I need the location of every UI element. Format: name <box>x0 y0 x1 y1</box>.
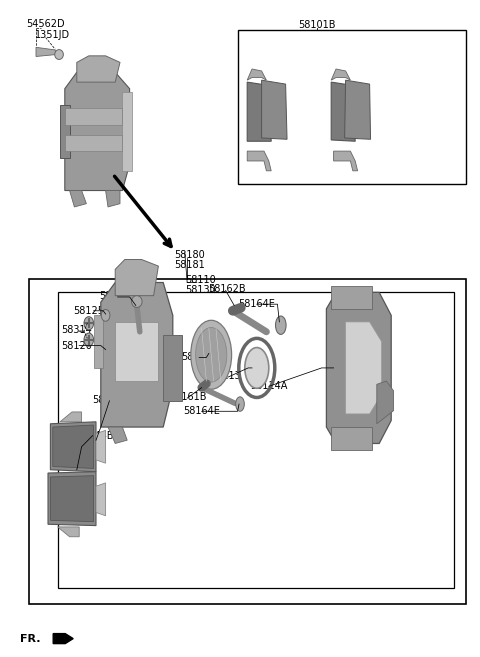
Polygon shape <box>377 381 394 424</box>
Polygon shape <box>106 191 120 207</box>
Polygon shape <box>50 422 96 472</box>
Bar <box>65 108 122 125</box>
Text: 1351JD: 1351JD <box>35 30 70 40</box>
Polygon shape <box>331 286 372 309</box>
Text: 58162B: 58162B <box>208 284 245 294</box>
Polygon shape <box>60 412 82 422</box>
Polygon shape <box>96 430 106 463</box>
Polygon shape <box>65 72 130 191</box>
Text: 58110: 58110 <box>185 275 216 285</box>
Bar <box>29 279 466 604</box>
Text: 58125: 58125 <box>73 306 104 316</box>
Text: 58314: 58314 <box>61 325 92 336</box>
Text: 58144B: 58144B <box>76 430 113 441</box>
Polygon shape <box>262 80 287 139</box>
Text: 58101B: 58101B <box>299 20 336 30</box>
Bar <box>58 292 454 588</box>
Polygon shape <box>331 69 350 80</box>
Text: 58114A: 58114A <box>251 381 288 392</box>
Text: 58163B: 58163B <box>99 291 137 302</box>
Ellipse shape <box>191 320 231 389</box>
Bar <box>238 30 466 184</box>
Polygon shape <box>60 105 70 158</box>
Polygon shape <box>247 151 271 171</box>
Ellipse shape <box>276 316 286 334</box>
Polygon shape <box>334 151 358 171</box>
Text: 58164E: 58164E <box>183 405 220 416</box>
Polygon shape <box>115 260 158 296</box>
Text: 58144B: 58144B <box>93 395 130 405</box>
Polygon shape <box>70 191 86 207</box>
Polygon shape <box>58 527 79 537</box>
Polygon shape <box>77 56 120 82</box>
Polygon shape <box>53 633 73 644</box>
Ellipse shape <box>101 309 110 321</box>
Text: 58180: 58180 <box>174 250 204 260</box>
Polygon shape <box>122 92 132 171</box>
Text: 58181: 58181 <box>174 260 204 271</box>
Polygon shape <box>36 47 56 57</box>
Ellipse shape <box>84 317 94 330</box>
Ellipse shape <box>132 296 142 307</box>
Polygon shape <box>247 69 266 80</box>
Polygon shape <box>96 483 106 516</box>
Text: 58112: 58112 <box>181 351 212 362</box>
Ellipse shape <box>196 328 227 382</box>
Polygon shape <box>331 82 355 141</box>
Text: FR.: FR. <box>20 633 41 644</box>
Text: 58130: 58130 <box>185 285 216 296</box>
Polygon shape <box>326 292 391 443</box>
Polygon shape <box>115 322 158 381</box>
Ellipse shape <box>84 333 94 346</box>
Polygon shape <box>101 283 173 427</box>
Ellipse shape <box>236 397 244 411</box>
Polygon shape <box>345 80 371 139</box>
Polygon shape <box>163 335 182 401</box>
Polygon shape <box>53 425 94 468</box>
Ellipse shape <box>245 348 269 388</box>
Polygon shape <box>346 322 382 414</box>
Text: 54562D: 54562D <box>26 19 65 30</box>
Text: 58120: 58120 <box>61 340 92 351</box>
Polygon shape <box>108 427 127 443</box>
Text: 58161B: 58161B <box>169 392 206 402</box>
Bar <box>65 135 122 151</box>
Polygon shape <box>331 427 372 450</box>
Polygon shape <box>94 315 103 368</box>
Text: 58113: 58113 <box>210 371 241 381</box>
Polygon shape <box>48 472 96 526</box>
Ellipse shape <box>55 50 63 60</box>
Polygon shape <box>247 82 271 141</box>
Text: 58164E: 58164E <box>239 298 276 309</box>
Polygon shape <box>50 476 94 522</box>
